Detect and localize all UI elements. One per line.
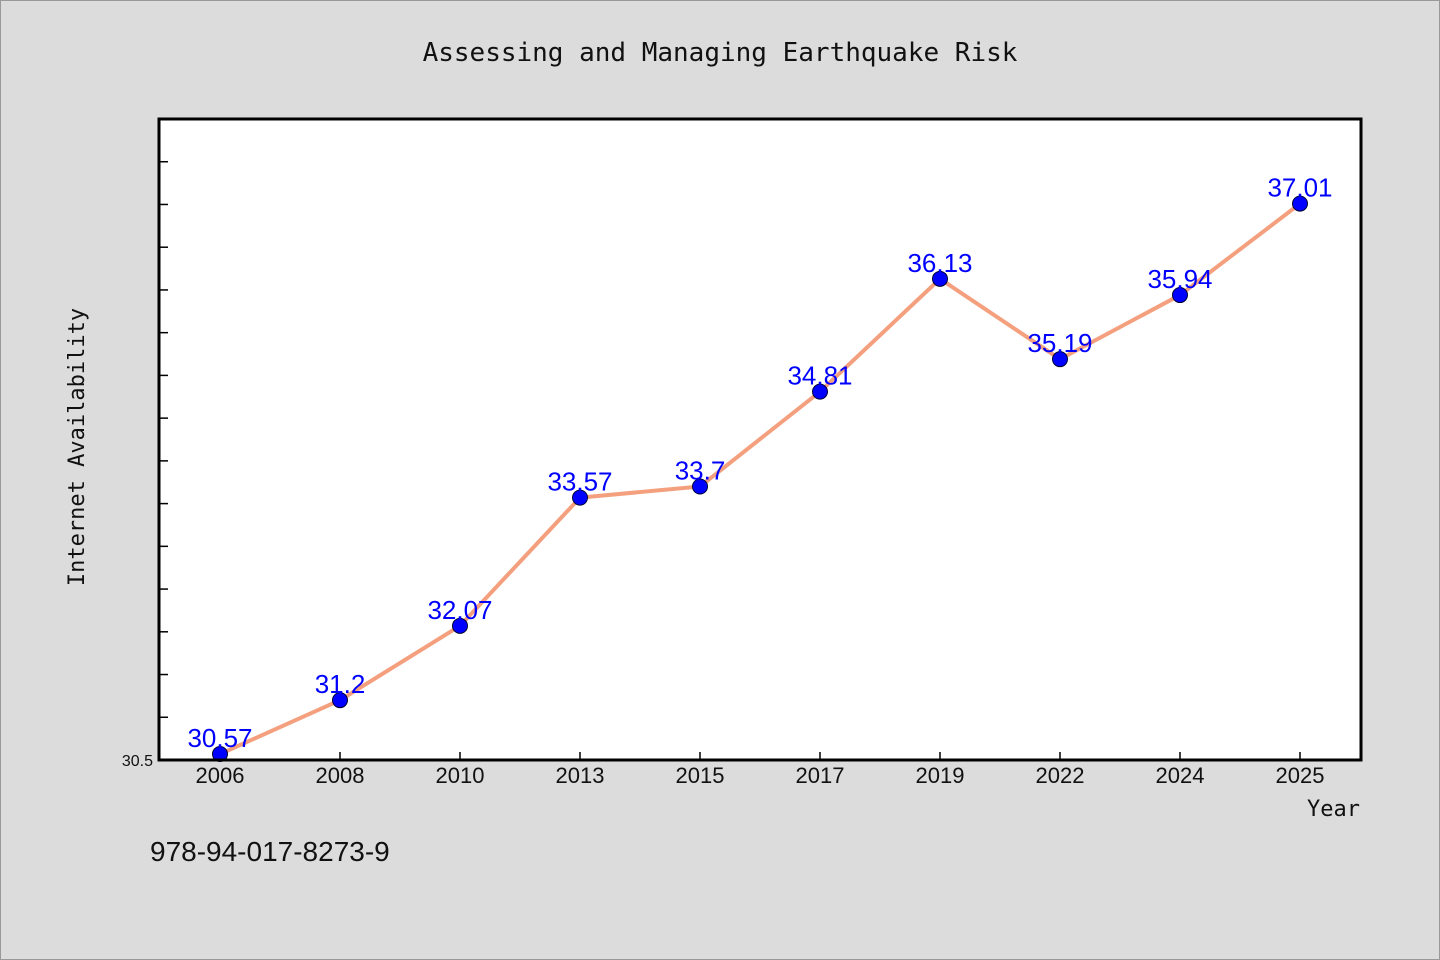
data-point [1052,351,1068,368]
x-tick-label: 2025 [1276,763,1325,788]
chart-title: Assessing and Managing Earthquake Risk [423,38,1018,68]
x-tick-label: 2010 [436,763,485,788]
data-labels: 30.57 31.2 32.07 33.57 33.7 34.81 36.13 35.19 35… [187,173,1332,753]
x-tick-label: 2008 [316,763,365,788]
data-point [572,489,588,506]
data-label: 33.57 [547,467,612,497]
x-tick-label: 2015 [676,763,725,788]
data-label: 30.57 [187,723,252,753]
data-label: 32.07 [427,595,492,625]
x-tick-label: 2013 [556,763,605,788]
data-point [452,617,468,634]
data-point [212,746,228,763]
data-point [1292,195,1308,212]
x-tick-labels: 2006 2008 2010 2013 2015 2017 2019 2022 2024 2025 [196,763,1325,788]
isbn-text: 978-94-017-8273-9 [150,836,390,867]
data-label: 37.01 [1267,173,1332,203]
y-tick-label: 30.5 [122,753,153,770]
data-label: 31.2 [315,669,366,699]
data-markers [212,195,1308,763]
x-tick-label: 2022 [1036,763,1085,788]
x-tick-label: 2017 [796,763,845,788]
x-tick-label: 2024 [1156,763,1205,788]
data-label: 35.19 [1027,328,1092,358]
plot-border [157,117,1363,762]
series-line [219,202,1302,756]
data-point [812,383,828,400]
data-label: 34.81 [787,361,852,391]
data-point [332,692,348,709]
data-label: 36.13 [907,248,972,278]
data-point [692,478,708,495]
x-axis-label: Year [1307,797,1360,822]
data-label: 35.94 [1147,264,1212,294]
data-point [1172,287,1188,304]
data-label: 33.7 [675,456,726,486]
x-tick-label: 2006 [196,763,245,788]
x-tick-label: 2019 [916,763,965,788]
data-point [932,270,948,287]
y-axis-label: Internet Availability [65,308,90,586]
